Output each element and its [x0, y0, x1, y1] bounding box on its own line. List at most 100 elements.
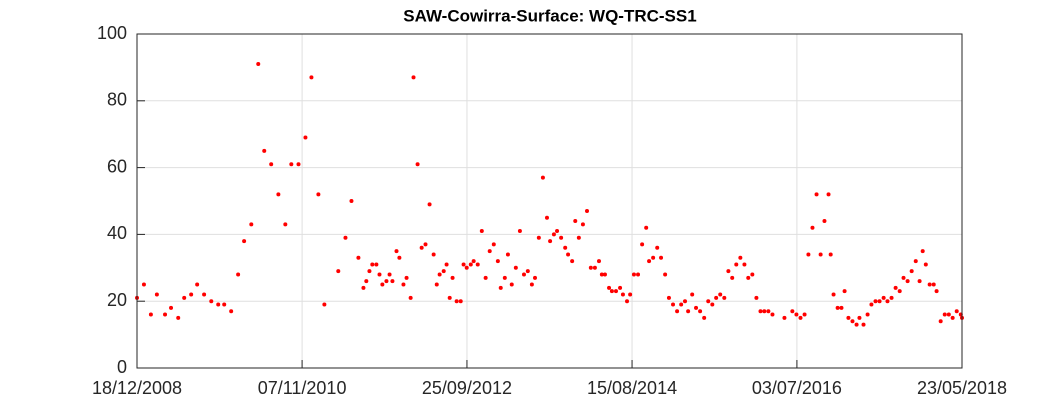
point — [889, 295, 894, 300]
point — [384, 279, 389, 284]
point — [718, 292, 723, 297]
y-tick-label: 20 — [107, 290, 127, 310]
point — [766, 309, 771, 314]
point — [722, 295, 727, 300]
point — [559, 235, 564, 240]
point — [380, 282, 385, 287]
point — [216, 302, 221, 307]
point — [141, 282, 146, 287]
point — [602, 272, 607, 277]
point — [495, 259, 500, 264]
point — [356, 255, 361, 260]
y-tick-label: 0 — [117, 357, 127, 377]
x-tick-label: 15/08/2014 — [587, 378, 677, 398]
point — [336, 269, 341, 274]
point — [854, 322, 859, 327]
point — [236, 272, 241, 277]
point — [897, 289, 902, 294]
point — [850, 319, 855, 324]
point — [364, 279, 369, 284]
point — [401, 282, 406, 287]
point — [580, 222, 585, 227]
point — [770, 312, 775, 317]
plot-frame — [136, 33, 963, 369]
point — [931, 282, 936, 287]
point — [647, 259, 652, 264]
point — [544, 215, 549, 220]
point — [377, 272, 382, 277]
point — [698, 309, 703, 314]
point — [686, 309, 691, 314]
point — [349, 199, 354, 203]
point — [487, 249, 492, 254]
tick-labels: 0 20 40 60 80 100 18/12/2008 07/11/2010 25/09/20… — [92, 23, 1007, 398]
point — [513, 265, 518, 270]
point — [917, 279, 922, 284]
point — [464, 265, 469, 270]
point — [529, 282, 534, 287]
point — [738, 255, 743, 260]
point — [431, 252, 436, 257]
point — [946, 312, 951, 317]
point — [734, 262, 739, 267]
point — [540, 175, 545, 180]
point — [229, 309, 234, 314]
point — [502, 275, 507, 280]
point — [618, 285, 623, 290]
point — [419, 245, 424, 250]
y-tick-label: 60 — [107, 156, 127, 176]
point — [176, 315, 181, 320]
point — [671, 302, 676, 307]
point — [644, 225, 649, 230]
point — [846, 315, 851, 320]
point — [746, 275, 751, 280]
point — [798, 315, 803, 320]
point — [394, 249, 399, 254]
point — [782, 315, 787, 320]
point — [249, 222, 254, 227]
point — [954, 309, 959, 314]
point — [242, 239, 247, 244]
point — [592, 265, 597, 270]
point — [408, 295, 413, 300]
point — [750, 272, 755, 277]
point — [651, 255, 656, 260]
point — [397, 255, 402, 260]
point — [533, 275, 538, 280]
point — [521, 272, 526, 277]
y-tick-label: 40 — [107, 223, 127, 243]
plot-area — [137, 34, 962, 368]
point — [726, 269, 731, 274]
point — [631, 272, 636, 277]
point — [831, 292, 836, 297]
point — [548, 239, 553, 244]
point — [222, 302, 227, 307]
point — [706, 299, 711, 304]
point — [316, 192, 321, 197]
x-tick-label: 07/11/2010 — [258, 378, 347, 398]
point — [276, 192, 281, 197]
point — [818, 252, 823, 257]
point — [468, 262, 473, 267]
point — [620, 292, 625, 297]
point — [289, 162, 294, 167]
point — [566, 252, 571, 257]
point — [905, 279, 910, 284]
point — [437, 272, 442, 277]
point — [857, 315, 862, 320]
point — [923, 262, 928, 267]
point — [790, 309, 795, 314]
point — [509, 282, 514, 287]
point — [950, 315, 955, 320]
point — [663, 272, 668, 277]
point — [873, 299, 878, 304]
point — [702, 315, 707, 320]
point — [596, 259, 601, 264]
point — [374, 262, 379, 267]
point — [814, 192, 819, 197]
point — [555, 229, 560, 234]
point — [877, 299, 882, 304]
point — [714, 295, 719, 300]
point — [826, 192, 831, 197]
point — [927, 282, 932, 287]
